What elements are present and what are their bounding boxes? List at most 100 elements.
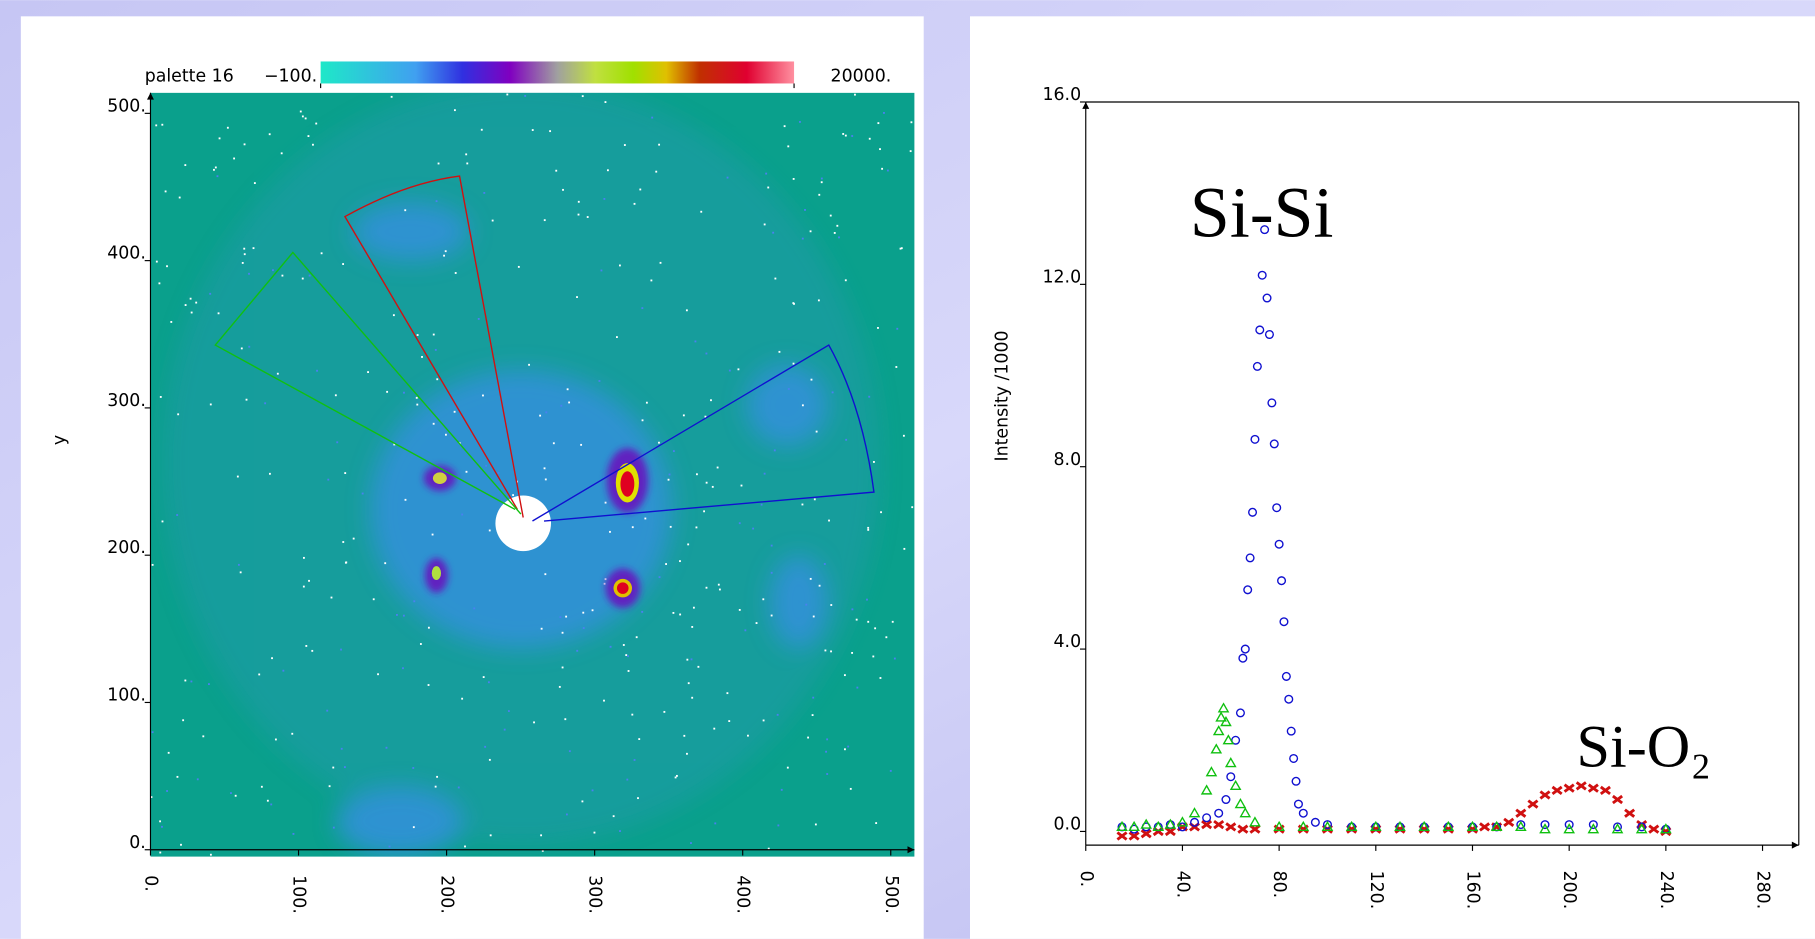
noise-dot <box>668 473 671 476</box>
blue-sector <box>532 344 875 522</box>
noise-dot <box>453 410 456 413</box>
data-point <box>1369 820 1382 832</box>
noise-dot <box>659 261 662 264</box>
data-point <box>1243 585 1253 595</box>
data-point <box>1322 820 1332 830</box>
noise-dot <box>728 720 731 722</box>
noise-dot <box>252 247 255 250</box>
data-point <box>1212 725 1225 736</box>
noise-dot <box>867 528 870 531</box>
noise-dot <box>639 188 642 191</box>
noise-dot <box>710 399 712 402</box>
noise-dot <box>421 356 423 358</box>
plots: 0. 100. 200. 300. 400. 500. 0. 100. 200. 300. 400.… <box>107 85 1800 914</box>
noise-dot <box>539 414 542 417</box>
noise-dot <box>549 130 552 133</box>
data-point <box>1252 361 1262 371</box>
noise-dot <box>716 466 719 469</box>
noise-dot <box>641 610 644 613</box>
noise-dot <box>690 658 693 661</box>
data-point <box>1235 708 1245 718</box>
noise-dot <box>737 368 740 371</box>
noise-dot <box>770 544 773 547</box>
noise-dot <box>695 526 698 529</box>
noise-dot <box>404 498 407 501</box>
noise-dot <box>755 622 758 624</box>
y-tick-label: 4.0 <box>1054 632 1082 652</box>
noise-dot <box>645 401 648 404</box>
data-point <box>1224 757 1237 768</box>
noise-dot <box>831 391 834 394</box>
data-point <box>1220 715 1232 727</box>
y-axis-label: Intensity /1000 <box>992 330 1012 461</box>
noise-dot <box>823 563 826 565</box>
noise-dot <box>208 683 210 686</box>
noise-dot <box>713 727 716 730</box>
noise-dot <box>807 736 810 739</box>
noise-dot <box>896 327 899 330</box>
noise-dot <box>566 388 569 391</box>
data-point <box>1599 785 1611 796</box>
noise-dot <box>544 478 547 481</box>
x-tick-label: 100. <box>289 875 309 914</box>
data-point <box>1152 820 1165 832</box>
noise-dot <box>847 745 850 748</box>
noise-dot <box>388 845 391 848</box>
noise-dot <box>243 247 246 250</box>
x-tick-label: 80. <box>1269 871 1289 899</box>
noise-dot <box>196 778 199 781</box>
noise-dot <box>762 719 765 722</box>
noise-dot <box>903 547 906 550</box>
noise-dot <box>434 348 437 351</box>
noise-dot <box>675 774 678 777</box>
noise-dot <box>507 710 510 712</box>
noise-dot <box>830 650 832 653</box>
data-point <box>1238 653 1248 663</box>
noise-dot <box>330 596 333 599</box>
noise-dot <box>780 788 783 791</box>
noise-dot <box>334 394 337 397</box>
data-point <box>1277 576 1287 586</box>
noise-dot <box>851 135 854 137</box>
noise-dot <box>616 336 618 339</box>
data-point <box>1250 434 1260 444</box>
x-tick-label: 200. <box>437 875 457 914</box>
data-point <box>1564 820 1574 830</box>
noise-dot <box>651 116 654 119</box>
noise-dot <box>669 525 672 528</box>
noise-dot <box>180 843 182 846</box>
noise-dot <box>801 404 804 407</box>
noise-dot <box>184 304 187 306</box>
data-point <box>1200 784 1213 795</box>
noise-dot <box>161 123 164 126</box>
noise-dot <box>340 747 343 750</box>
noise-dot <box>480 128 483 131</box>
noise-dot <box>881 167 884 170</box>
noise-dot <box>345 561 348 564</box>
data-point <box>1264 329 1274 340</box>
y-tick-label: 400. <box>107 244 146 264</box>
noise-dot <box>190 311 193 314</box>
noise-dot <box>276 372 279 375</box>
noise-dot <box>728 369 731 372</box>
x-tick-label: 0. <box>140 875 160 892</box>
noise-dot <box>266 799 269 802</box>
noise-dot <box>812 696 815 699</box>
noise-dot <box>312 143 314 146</box>
noise-dot <box>340 648 342 651</box>
noise-dot <box>867 526 870 529</box>
data-point <box>1298 808 1308 818</box>
noise-dot <box>281 274 284 277</box>
noise-dot <box>320 252 323 255</box>
noise-dot <box>879 677 882 679</box>
noise-dot <box>565 615 568 618</box>
colorbar-tick-label: 20000. <box>831 67 892 87</box>
noise-dot <box>910 121 913 124</box>
noise-dot <box>402 667 404 670</box>
noise-dot <box>218 137 221 140</box>
data-point <box>1515 808 1527 818</box>
noise-dot <box>234 794 237 797</box>
noise-dot <box>488 758 491 761</box>
noise-dot <box>562 188 564 191</box>
noise-dot <box>762 598 765 601</box>
